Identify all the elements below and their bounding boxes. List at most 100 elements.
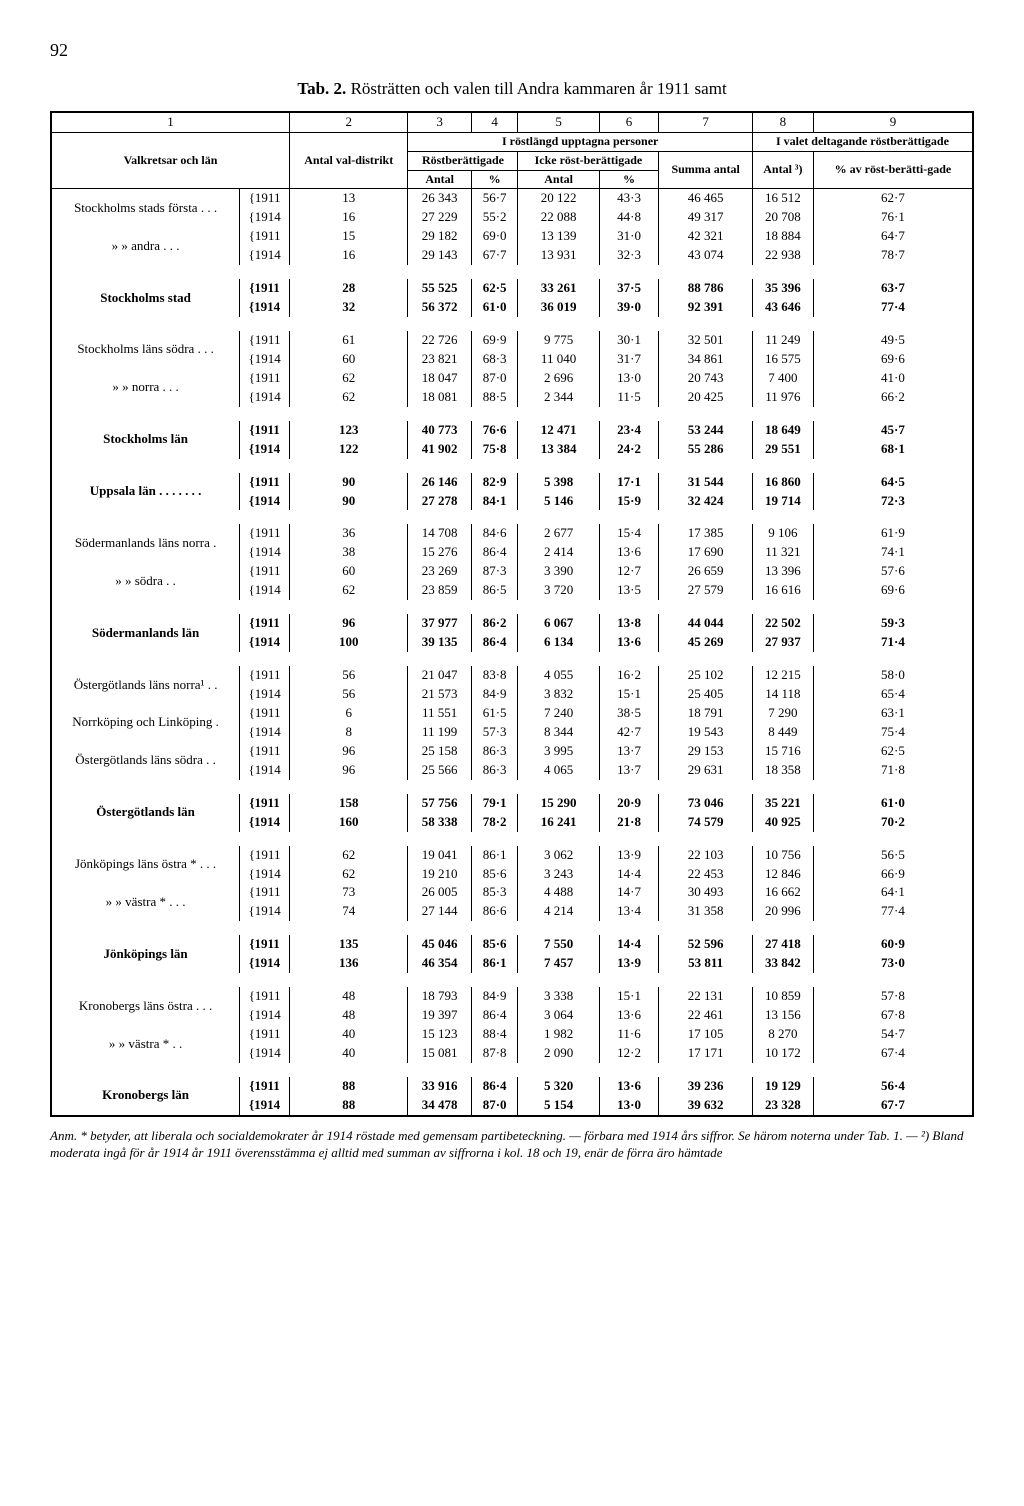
data-cell: 87·8 <box>471 1044 518 1063</box>
data-cell: 13·0 <box>599 369 659 388</box>
data-cell: 78·2 <box>471 813 518 832</box>
data-cell: 56·7 <box>471 189 518 208</box>
data-cell: 55·2 <box>471 208 518 227</box>
data-cell: 25 102 <box>659 666 752 685</box>
data-cell: 22 088 <box>518 208 599 227</box>
data-cell: 4 065 <box>518 761 599 780</box>
data-cell: 60·9 <box>813 935 973 954</box>
data-cell: 67·7 <box>471 246 518 265</box>
year-cell: {1914 <box>240 685 290 704</box>
data-cell: 88 786 <box>659 279 752 298</box>
data-cell: 8 344 <box>518 723 599 742</box>
data-cell: 92 391 <box>659 298 752 317</box>
data-cell: 7 290 <box>752 704 813 723</box>
year-cell: {1911 <box>240 562 290 581</box>
table-row: » » västra * . . .{19117326 00585·34 488… <box>51 883 973 902</box>
table-title: Tab. 2. Rösträtten och valen till Andra … <box>50 79 974 99</box>
year-cell: {1911 <box>240 189 290 208</box>
data-cell: 57·3 <box>471 723 518 742</box>
data-cell: 13·7 <box>599 761 659 780</box>
data-cell: 2 090 <box>518 1044 599 1063</box>
data-cell: 38 <box>290 543 408 562</box>
data-cell: 27 278 <box>408 492 471 511</box>
data-cell: 8 <box>290 723 408 742</box>
header-row-1: Valkretsar och län Antal val-distrikt I … <box>51 132 973 151</box>
data-cell: 23 821 <box>408 350 471 369</box>
data-cell: 84·6 <box>471 524 518 543</box>
data-cell: 88·5 <box>471 388 518 407</box>
data-cell: 73 <box>290 883 408 902</box>
data-cell: 62·7 <box>813 189 973 208</box>
data-cell: 17 690 <box>659 543 752 562</box>
data-cell: 2 414 <box>518 543 599 562</box>
data-cell: 32 501 <box>659 331 752 350</box>
data-cell: 22 502 <box>752 614 813 633</box>
data-cell: 122 <box>290 440 408 459</box>
data-cell: 45·7 <box>813 421 973 440</box>
data-cell: 9 775 <box>518 331 599 350</box>
page-number: 92 <box>50 40 974 61</box>
data-cell: 18 884 <box>752 227 813 246</box>
data-cell: 11 040 <box>518 350 599 369</box>
data-cell: 27 579 <box>659 581 752 600</box>
data-cell: 43 646 <box>752 298 813 317</box>
data-cell: 10 172 <box>752 1044 813 1063</box>
data-cell: 61·0 <box>471 298 518 317</box>
data-cell: 13 156 <box>752 1006 813 1025</box>
data-cell: 19 041 <box>408 846 471 865</box>
data-cell: 135 <box>290 935 408 954</box>
colnum-8: 8 <box>752 112 813 132</box>
data-cell: 4 214 <box>518 902 599 921</box>
data-cell: 36 019 <box>518 298 599 317</box>
data-cell: 53 811 <box>659 954 752 973</box>
data-cell: 13 396 <box>752 562 813 581</box>
data-cell: 5 154 <box>518 1096 599 1116</box>
data-cell: 16·2 <box>599 666 659 685</box>
data-cell: 38·5 <box>599 704 659 723</box>
data-cell: 10 859 <box>752 987 813 1006</box>
data-cell: 22 938 <box>752 246 813 265</box>
data-cell: 48 <box>290 1006 408 1025</box>
table-row: Kronobergs läns östra . . .{19114818 793… <box>51 987 973 1006</box>
data-cell: 29 153 <box>659 742 752 761</box>
year-cell: {1914 <box>240 633 290 652</box>
data-cell: 20 425 <box>659 388 752 407</box>
data-cell: 56 <box>290 685 408 704</box>
data-cell: 2 344 <box>518 388 599 407</box>
data-cell: 136 <box>290 954 408 973</box>
data-cell: 21 047 <box>408 666 471 685</box>
data-cell: 20 708 <box>752 208 813 227</box>
data-cell: 13·6 <box>599 1077 659 1096</box>
data-cell: 62 <box>290 369 408 388</box>
data-cell: 17·1 <box>599 473 659 492</box>
data-cell: 86·2 <box>471 614 518 633</box>
data-cell: 96 <box>290 742 408 761</box>
data-cell: 60 <box>290 562 408 581</box>
data-cell: 14·4 <box>599 935 659 954</box>
data-cell: 18 791 <box>659 704 752 723</box>
data-cell: 32·3 <box>599 246 659 265</box>
data-cell: 11 199 <box>408 723 471 742</box>
year-cell: {1914 <box>240 440 290 459</box>
year-cell: {1911 <box>240 846 290 865</box>
region-label: Stockholms läns södra . . . <box>51 331 240 369</box>
data-cell: 86·1 <box>471 954 518 973</box>
data-cell: 15·4 <box>599 524 659 543</box>
region-label: » » andra . . . <box>51 227 240 265</box>
data-cell: 19 543 <box>659 723 752 742</box>
year-cell: {1914 <box>240 902 290 921</box>
year-cell: {1914 <box>240 761 290 780</box>
data-cell: 87·0 <box>471 1096 518 1116</box>
data-cell: 13 931 <box>518 246 599 265</box>
table-row: Östergötlands län{191115857 75679·115 29… <box>51 794 973 813</box>
data-cell: 53 244 <box>659 421 752 440</box>
data-cell: 29 182 <box>408 227 471 246</box>
data-cell: 61·5 <box>471 704 518 723</box>
data-cell: 43 074 <box>659 246 752 265</box>
data-cell: 55 525 <box>408 279 471 298</box>
data-cell: 14·4 <box>599 865 659 884</box>
table-row: Jönköpings läns östra * . . .{19116219 0… <box>51 846 973 865</box>
year-cell: {1914 <box>240 865 290 884</box>
data-cell: 7 400 <box>752 369 813 388</box>
data-cell: 19 397 <box>408 1006 471 1025</box>
